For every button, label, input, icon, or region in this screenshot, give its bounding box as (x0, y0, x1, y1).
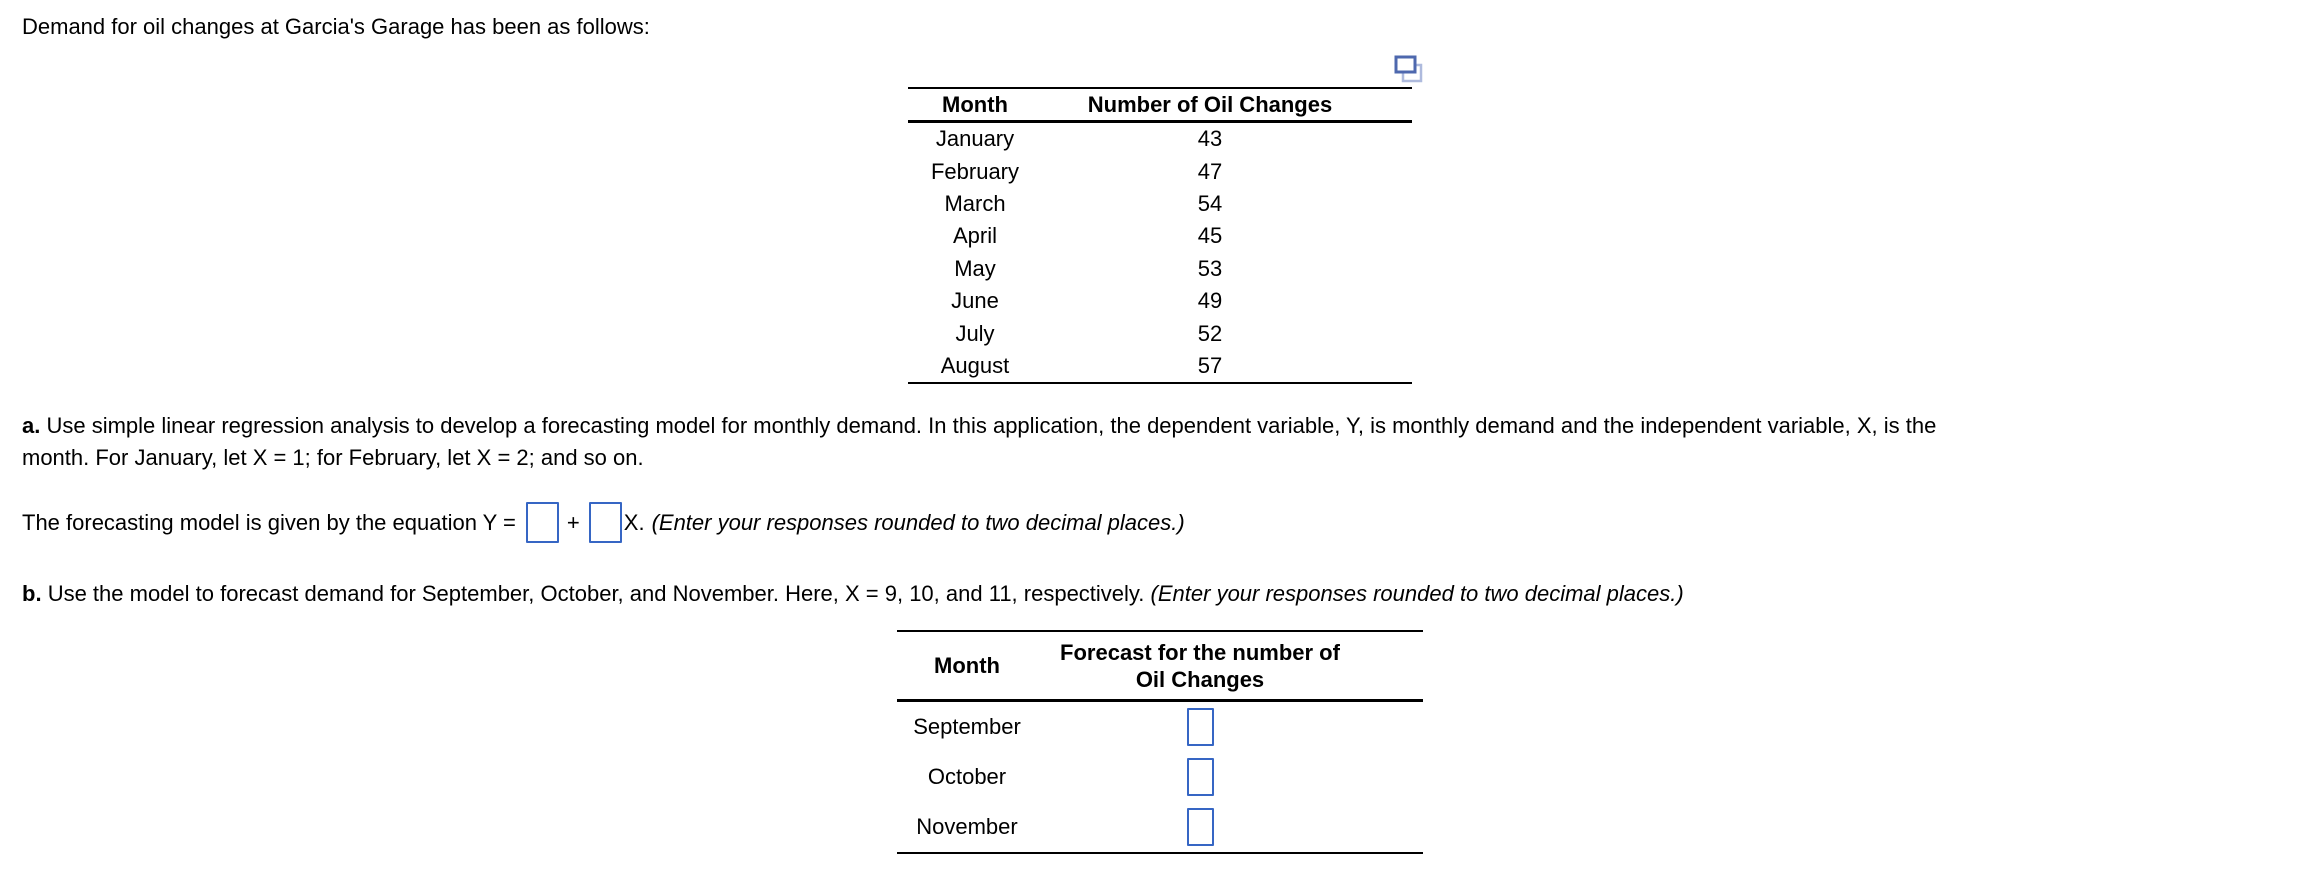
table-row: January 43 (908, 123, 1412, 155)
copy-table-icon[interactable] (1393, 52, 1427, 86)
forecast-cell (1037, 708, 1423, 746)
table-row: March 54 (908, 188, 1412, 220)
table-row: October (897, 752, 1423, 802)
intercept-input[interactable] (525, 502, 559, 543)
forecast-input-september[interactable] (1186, 708, 1214, 746)
table-row: May 53 (908, 253, 1412, 285)
value-cell: 43 (1197, 126, 1223, 152)
month-cell: August (940, 352, 1010, 378)
demand-header-month: Month (942, 91, 1008, 117)
month-cell: February (930, 158, 1020, 184)
equation-suffix: X. (623, 509, 645, 535)
month-cell: November (916, 814, 1018, 839)
month-cell: September (913, 714, 1021, 739)
table-row: August 57 (908, 350, 1412, 382)
month-cell: April (952, 223, 997, 249)
forecast-table-header-row: Month Forecast for the number of Oil Cha… (897, 632, 1423, 702)
forecast-header-line2: Oil Changes (1135, 666, 1265, 692)
demand-table-header-row: Month Number of Oil Changes (908, 89, 1412, 123)
equation-note: (Enter your responses rounded to two dec… (651, 509, 1185, 535)
copy-windows-icon (1394, 55, 1423, 83)
table-row: November (897, 802, 1423, 852)
forecast-header-line1: Forecast for the number of (1060, 639, 1340, 665)
demand-header-value: Number of Oil Changes (1087, 91, 1333, 117)
question-b-text: Use the model to forecast demand for Sep… (47, 581, 1145, 606)
forecast-input-november[interactable] (1186, 808, 1214, 846)
question-a-line2: month. For January, let X = 1; for Febru… (22, 445, 644, 470)
month-cell: October (927, 764, 1007, 789)
forecast-header-month: Month (934, 652, 1000, 678)
month-cell: May (954, 255, 996, 281)
question-a-label: a. (22, 413, 41, 438)
forecast-cell (1037, 758, 1423, 796)
value-cell: 49 (1197, 288, 1223, 314)
month-cell: June (951, 288, 999, 314)
table-row: June 49 (908, 285, 1412, 317)
forecast-table: Month Forecast for the number of Oil Cha… (897, 630, 1423, 854)
value-cell: 47 (1197, 158, 1223, 184)
forecast-input-october[interactable] (1186, 758, 1214, 796)
value-cell: 54 (1197, 190, 1223, 216)
forecast-header-forecast: Forecast for the number of Oil Changes (1037, 639, 1423, 693)
value-cell: 45 (1197, 223, 1223, 249)
table-row: July 52 (908, 317, 1412, 349)
month-cell: March (944, 190, 1006, 216)
question-b: b. Use the model to forecast demand for … (22, 578, 2292, 610)
value-cell: 57 (1197, 352, 1223, 378)
slope-input[interactable] (588, 502, 622, 543)
question-b-note: (Enter your responses rounded to two dec… (1150, 581, 1684, 606)
question-a-line1: Use simple linear regression analysis to… (46, 413, 1937, 438)
demand-table: Month Number of Oil Changes January 43 F… (908, 87, 1412, 385)
table-row: April 45 (908, 220, 1412, 252)
equation-prefix: The forecasting model is given by the eq… (22, 509, 516, 535)
value-cell: 53 (1197, 255, 1223, 281)
question-b-label: b. (22, 581, 42, 606)
month-cell: January (935, 126, 1015, 152)
plus-sign: + (566, 509, 580, 535)
table-row: February 47 (908, 155, 1412, 187)
value-cell: 52 (1197, 320, 1223, 346)
table-row: September (897, 702, 1423, 752)
equation-line: The forecasting model is given by the eq… (22, 502, 1185, 543)
problem-statement: Demand for oil changes at Garcia's Garag… (22, 14, 650, 39)
question-a: a. Use simple linear regression analysis… (22, 410, 2292, 474)
month-cell: July (955, 320, 995, 346)
forecast-cell (1037, 808, 1423, 846)
